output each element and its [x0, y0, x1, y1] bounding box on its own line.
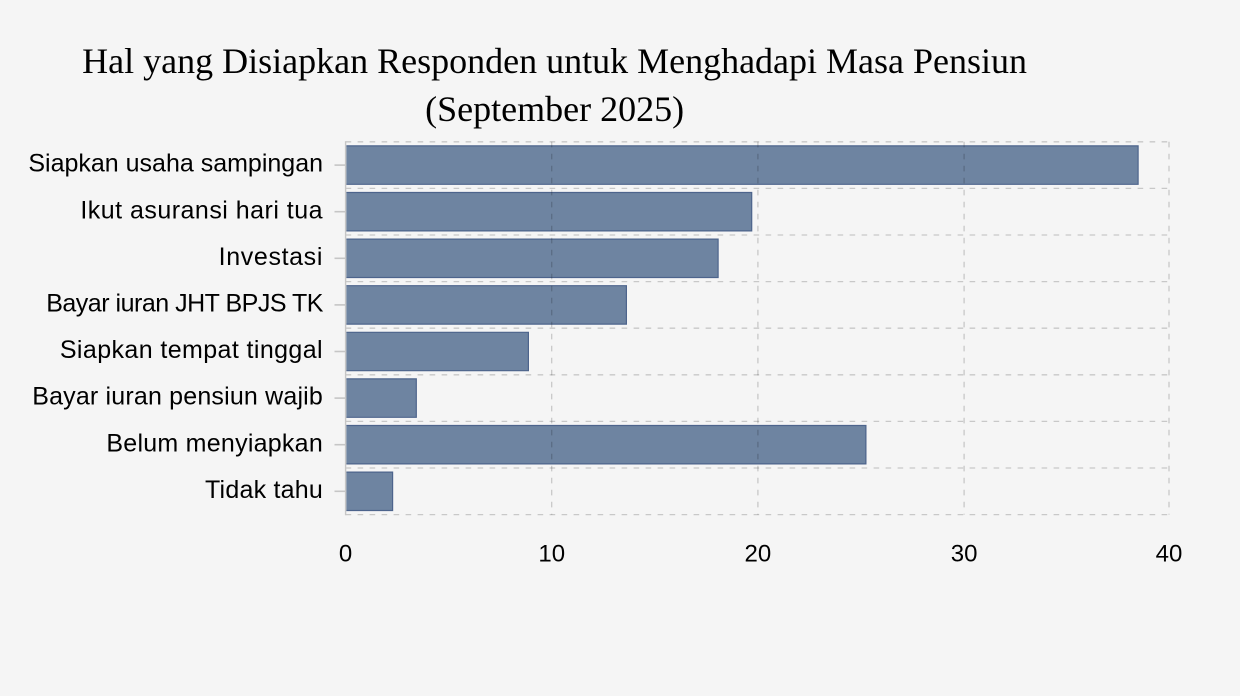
svg-text:Bayar iuran JHT BPJS TK: Bayar iuran JHT BPJS TK — [46, 290, 324, 318]
svg-text:10: 10 — [538, 541, 565, 568]
svg-text:Tidak tahu: Tidak tahu — [205, 476, 323, 504]
svg-text:Siapkan usaha sampingan: Siapkan usaha sampingan — [28, 150, 323, 178]
svg-text:Belum menyiapkan: Belum menyiapkan — [106, 429, 323, 457]
svg-text:20: 20 — [745, 541, 772, 568]
svg-text:(September 2025): (September 2025) — [425, 89, 684, 129]
svg-text:Ikut asuransi hari tua: Ikut asuransi hari tua — [80, 196, 323, 224]
svg-text:Investasi: Investasi — [219, 243, 323, 271]
svg-text:40: 40 — [1156, 541, 1183, 568]
svg-text:30: 30 — [951, 541, 978, 568]
svg-text:0: 0 — [339, 541, 352, 568]
svg-text:Siapkan tempat tinggal: Siapkan tempat tinggal — [60, 336, 323, 364]
svg-text:Hal yang Disiapkan Responden u: Hal yang Disiapkan Responden untuk Mengh… — [82, 41, 1027, 81]
svg-text:Bayar iuran pensiun wajib: Bayar iuran pensiun wajib — [32, 383, 323, 411]
